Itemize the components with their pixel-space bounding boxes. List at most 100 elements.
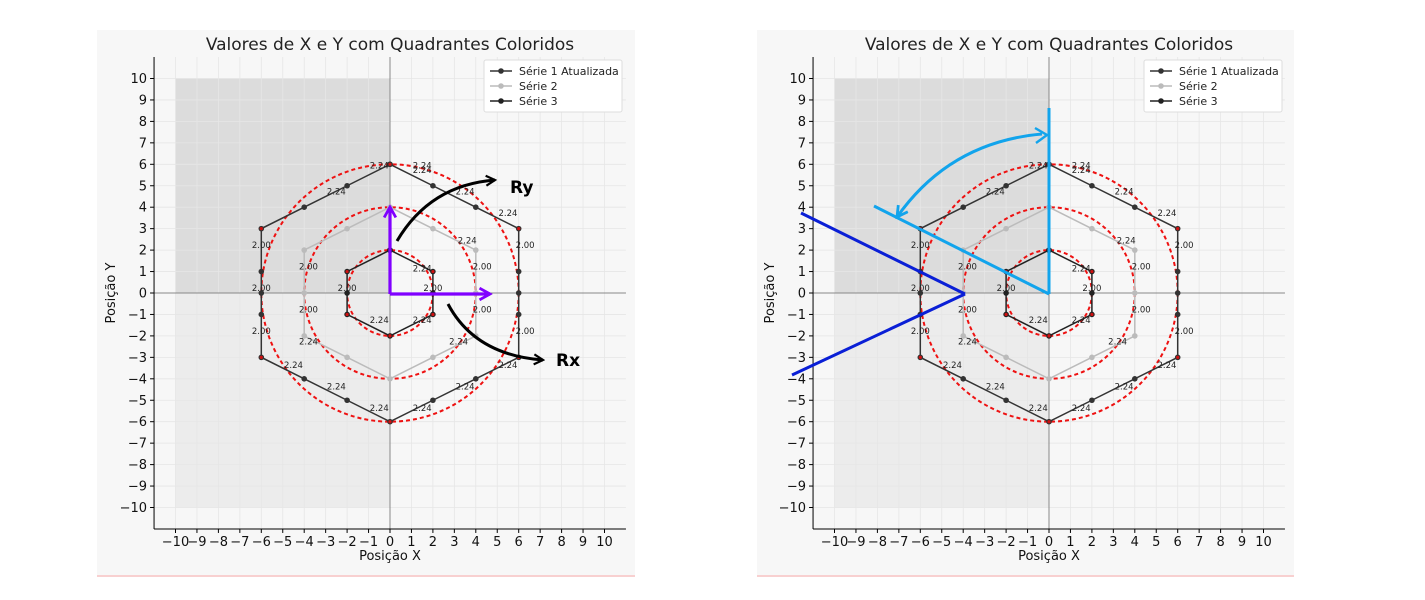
series-point [1174,268,1181,275]
edge-length-label: 2.24 [958,337,977,347]
edge-length-label: 2.24 [327,383,346,393]
edge-length-label: 2.24 [943,361,962,371]
edge-length-label: 2.24 [456,187,475,197]
vertex-marker [388,334,392,338]
y-tick-label: 7 [798,136,806,151]
edge-length-label: 2.00 [473,262,492,272]
y-tick-label: 7 [139,136,147,151]
series-point [1003,397,1009,404]
x-tick-label: 6 [1174,535,1182,550]
series-point [301,376,308,382]
series-point [344,182,350,189]
x-axis-label: Posição X [359,549,421,564]
legend-label: Série 2 [519,80,558,93]
annotation-layer [791,108,1051,377]
series-point [430,397,436,404]
edge-length-label: 2.00 [911,241,930,251]
edge-length-label: 2.00 [516,241,535,251]
edge-length-label: 2.00 [423,284,442,294]
legend: Série 1 Atualizada Série 2 Série 3 [1143,59,1283,113]
y-tick-label: −2 [128,329,147,344]
y-tick-label: −5 [787,394,806,409]
cyan-rotation-arrow [897,132,1043,217]
y-tick-label: 0 [139,287,147,302]
series-point [1003,182,1009,189]
legend-swatch-marker [498,83,504,89]
x-tick-label: 4 [472,535,480,550]
series-point [387,376,393,382]
edge-length-label: 2.24 [1072,166,1091,176]
edge-length-label: 2.24 [370,316,389,326]
legend-label: Série 1 Atualizada [1179,65,1279,78]
x-tick-label: 5 [493,535,501,550]
legend: Série 1 Atualizada Série 2 Série 3 [483,59,623,113]
series-point [301,333,308,339]
x-tick-label: −9 [846,535,865,550]
series-point [1174,311,1181,318]
y-tick-label: 8 [798,115,806,130]
y-tick-label: 6 [798,158,806,173]
vertex-marker [1176,355,1180,359]
vertex-marker [388,420,392,424]
series-point [960,376,966,382]
y-tick-label: −3 [787,351,806,366]
y-axis-label: Posição Y [104,263,119,324]
series-point [1089,182,1095,189]
series-point [430,354,436,361]
x-tick-label: 8 [1216,535,1224,550]
y-tick-label: 9 [139,93,147,108]
x-tick-label: 3 [1109,535,1117,550]
edge-length-label: 2.24 [1029,404,1048,414]
edge-length-label: 2.00 [252,241,271,251]
vertex-marker [345,269,349,274]
series-point [344,225,350,232]
legend-swatch-marker [1158,98,1164,104]
y-tick-label: −1 [128,308,147,323]
x-tick-label: 4 [1131,535,1139,550]
series-point [1003,225,1009,232]
y-tick-label: 2 [798,244,806,259]
edge-length-label: 2.00 [516,327,535,337]
x-tick-label: 2 [429,535,437,550]
x-tick-label: −4 [954,535,973,550]
y-tick-label: 3 [139,222,147,237]
x-tick-label: −6 [252,535,271,550]
x-tick-label: 3 [450,535,458,550]
y-tick-label: 5 [139,179,147,194]
edge-length-label: 2.24 [986,187,1005,197]
edge-length-label: 2.24 [1072,316,1091,326]
series-point [1089,397,1095,404]
x-tick-label: −1 [1018,535,1037,550]
x-tick-label: −10 [162,535,189,550]
edge-length-label: 2.24 [1029,162,1048,172]
series-point [1089,225,1095,232]
y-tick-label: −9 [128,480,147,495]
series-point [473,376,479,382]
chart-panel-left: Valores de X e Y com Quadrantes Colorido… [97,30,635,577]
edge-length-label: 2.00 [299,262,318,272]
y-tick-label: 1 [139,265,147,280]
chart-title: Valores de X e Y com Quadrantes Colorido… [206,35,574,55]
x-tick-label: −1 [359,535,378,550]
x-tick-label: −10 [821,535,848,550]
series-point [258,311,265,318]
edge-length-label: 2.24 [456,383,475,393]
series-point [473,247,479,253]
vertex-marker [1090,312,1094,317]
series-point [344,290,350,296]
x-tick-label: 1 [407,535,415,550]
edge-length-label: 2.24 [413,404,432,414]
edge-length-label: 2.24 [986,383,1005,393]
series-point [917,290,924,296]
edge-length-label: 2.24 [458,237,477,247]
y-tick-label: −5 [128,394,147,409]
y-tick-label: 2 [139,244,147,259]
series-point [1132,333,1138,339]
y-tick-label: 3 [798,222,806,237]
series-point [1132,204,1138,210]
y-tick-label: 10 [131,72,148,87]
plot-area: −10−9 −8 −7 −6 −5 −4 −3 −2 −1 0 1 2 3 4 5 6 7 8 9 10−10−9−8… [120,57,626,550]
x-tick-label: 8 [557,535,565,550]
x-axis-label: Posição X [1018,549,1080,564]
vertex-marker [1047,420,1051,424]
